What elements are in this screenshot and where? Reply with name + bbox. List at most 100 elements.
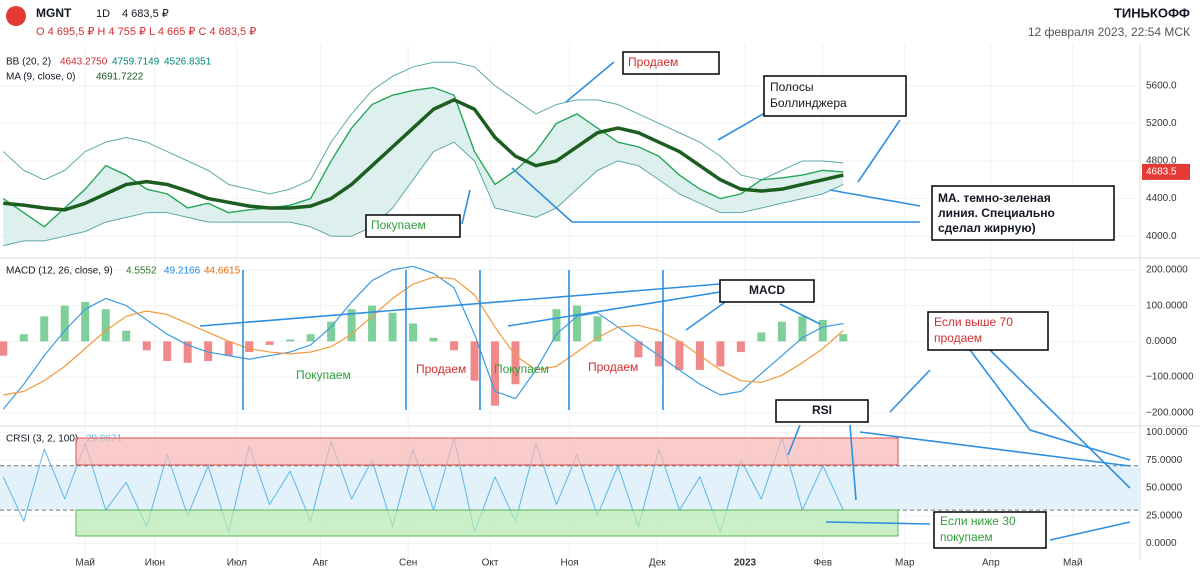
annotations: Продаем Полосы Боллинджера Покупаем MA. т… (75, 51, 1131, 549)
price-tag-label: 4683.5 (1146, 167, 1177, 178)
bb-value: 4526.8351 (164, 57, 212, 68)
series-line (3, 141, 844, 247)
histogram-bar (245, 341, 254, 353)
histogram-bar (327, 321, 336, 342)
y-tick-label: 100.0000 (1146, 300, 1188, 311)
histogram-bar (757, 332, 766, 342)
crsi-label: CRSI (3, 2, 100) (6, 434, 78, 445)
ma-label: MA (9, close, 0) (6, 72, 75, 83)
annotation: Если выше 70 (934, 315, 1013, 329)
annotation: Покупаем (296, 368, 351, 382)
histogram-bar (818, 319, 827, 342)
histogram-bar (224, 341, 233, 356)
histogram-bar (552, 309, 561, 342)
histogram-bar (634, 341, 643, 358)
histogram-bar (839, 334, 848, 342)
histogram-bar (409, 323, 418, 342)
bb-label: BB (20, 2) (6, 57, 51, 68)
annotation: продаем (934, 331, 982, 345)
series-line (2, 265, 844, 410)
histogram-bar (60, 305, 69, 342)
annotation: Если ниже 30 (940, 514, 1016, 528)
arrows (199, 61, 1131, 541)
ohlc: O 4 695,5 ₽ H 4 755 ₽ L 4 665 ₽ C 4 683,… (36, 26, 256, 38)
y-tick-label: −100.0000 (1146, 372, 1194, 383)
x-tick-label: Май (75, 558, 95, 569)
macd-label: MACD (12, 26, close, 9) (6, 266, 113, 277)
histogram-bar (511, 341, 520, 385)
bb-value: 4643.2750 (60, 57, 108, 68)
histogram-bar (572, 305, 581, 342)
overbought-box (75, 437, 899, 466)
macd-value: 44.6615 (204, 266, 241, 277)
histogram-bar (777, 321, 786, 342)
price: 4 683,5 ₽ (122, 8, 169, 20)
annotation: Покупаем (494, 362, 549, 376)
datetime: 12 февраля 2023, 22:54 МСК (1028, 25, 1190, 39)
histogram-bar (470, 341, 479, 381)
macd-value: 49.2166 (164, 266, 201, 277)
series-line (2, 86, 844, 228)
histogram-bar (736, 341, 745, 353)
y-tick-label: 50.0000 (1146, 483, 1183, 494)
y-tick-label: 4000.0 (1146, 231, 1177, 242)
annotation: линия. Специально (938, 206, 1055, 220)
series-line (3, 276, 844, 396)
histogram-bar (388, 312, 397, 342)
symbol: MGNT (36, 6, 72, 20)
histogram-bar (101, 309, 110, 342)
annotation: Продаем (628, 55, 678, 69)
histogram-bar (163, 341, 172, 362)
brand: ТИНЬКОФФ (1114, 5, 1190, 20)
annotation: MACD (749, 283, 785, 297)
series-line (3, 98, 844, 212)
y-tick-label: 4800.0 (1146, 156, 1177, 167)
annotation: Продаем (416, 362, 466, 376)
x-tick-label: Фев (814, 558, 832, 569)
annotation: сделал жирную) (938, 221, 1036, 235)
histogram-bar (306, 334, 315, 342)
histogram-bar (368, 305, 377, 342)
x-tick-label: 2023 (734, 558, 757, 569)
histogram-bar (675, 341, 684, 370)
oversold-box (75, 509, 899, 537)
histogram-bar (183, 341, 192, 363)
histogram-bar (81, 302, 90, 342)
histogram-bar (0, 341, 8, 356)
histogram-bar (19, 334, 28, 342)
x-tick-label: Май (1063, 558, 1083, 569)
histogram-bar (798, 316, 807, 342)
y-tick-label: 5600.0 (1146, 80, 1177, 91)
annotation: Полосы (770, 80, 813, 94)
histogram-bar (654, 341, 663, 367)
level-band (0, 465, 1140, 511)
y-tick-label: 25.0000 (1146, 510, 1183, 521)
y-tick-label: 4400.0 (1146, 193, 1177, 204)
histogram-bar (204, 341, 213, 362)
histogram-bar (450, 341, 459, 351)
annotation: Покупаем (371, 218, 426, 232)
histogram-bar (491, 341, 500, 406)
histogram-bar (40, 316, 49, 342)
y-tick-label: 200.0000 (1146, 265, 1188, 276)
y-tick-label: 5200.0 (1146, 118, 1177, 129)
histogram-bar (716, 341, 725, 367)
histogram-bar (286, 339, 295, 342)
ma-value: 4691.7222 (96, 72, 144, 83)
x-tick-label: Июн (145, 558, 165, 569)
y-tick-label: 0.0000 (1146, 538, 1177, 549)
histogram-bar (122, 330, 131, 342)
x-tick-label: Июл (227, 558, 247, 569)
x-tick-label: Апр (982, 558, 1000, 569)
annotation: MA. темно-зеленая (938, 191, 1051, 205)
histogram-bar (347, 309, 356, 342)
x-tick-label: Мар (895, 558, 915, 569)
y-tick-label: 75.0000 (1146, 455, 1183, 466)
histogram-bar (593, 316, 602, 342)
x-tick-label: Окт (482, 558, 499, 569)
macd-value: 4.5552 (126, 266, 157, 277)
histogram-bar (142, 341, 151, 351)
x-tick-label: Авг (313, 558, 329, 569)
annotation: покупаем (940, 530, 993, 544)
